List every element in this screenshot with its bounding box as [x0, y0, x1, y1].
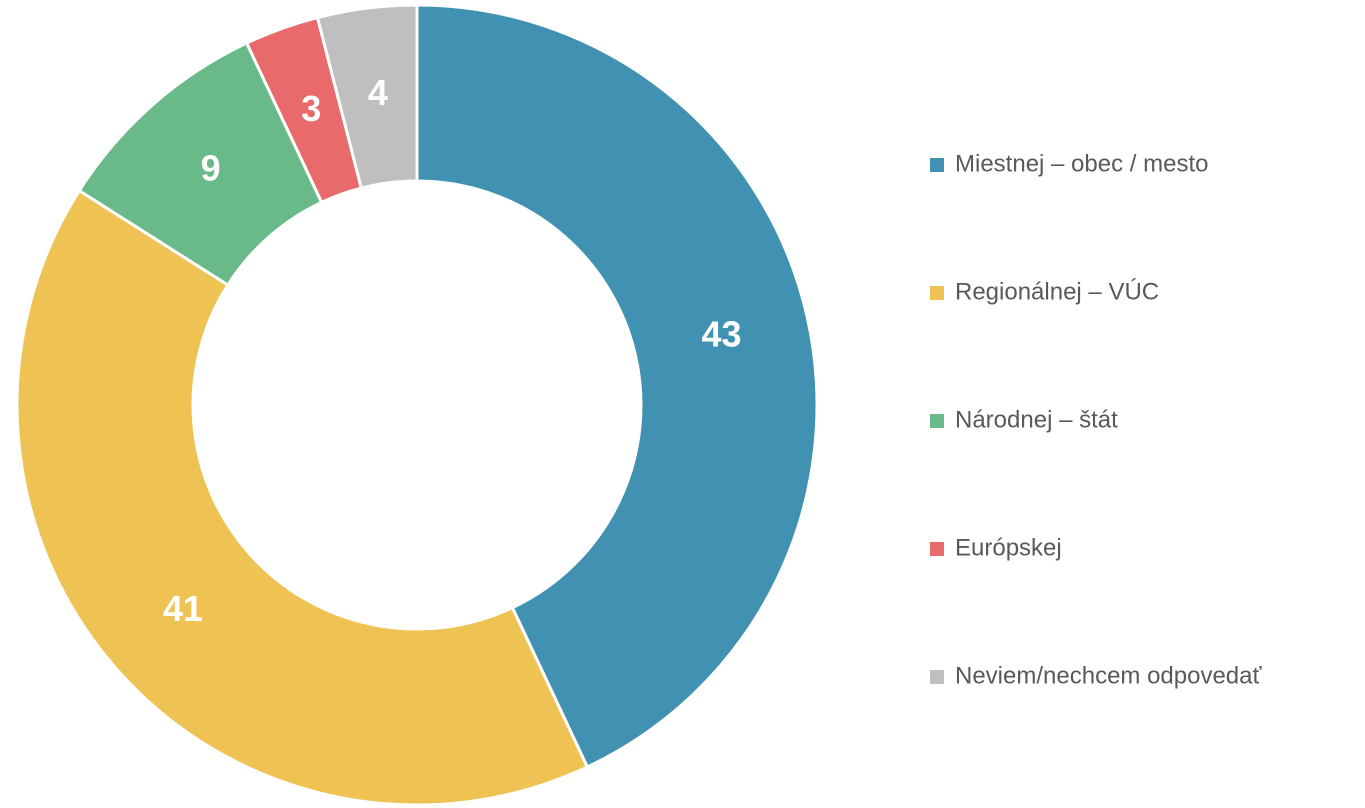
legend-label: Neviem/nechcem odpovedať — [955, 662, 1263, 689]
data-label: 41 — [163, 588, 203, 629]
data-label: 4 — [368, 72, 388, 113]
segment — [315, 3, 419, 190]
data-label: 9 — [201, 147, 221, 188]
legend-swatch — [930, 670, 944, 684]
segment — [415, 3, 819, 769]
legend-swatch — [930, 158, 944, 172]
legend-label: Európskej — [955, 534, 1062, 561]
data-label: 3 — [301, 88, 321, 129]
segment — [15, 188, 590, 807]
legend-swatch — [930, 542, 944, 556]
legend-label: Miestnej – obec / mesto — [955, 150, 1208, 177]
legend-label: Regionálnej – VÚC — [955, 278, 1159, 305]
legend-swatch — [930, 414, 944, 428]
legend-swatch — [930, 286, 944, 300]
legend-label: Národnej – štát — [955, 406, 1118, 433]
data-label: 43 — [701, 313, 741, 354]
